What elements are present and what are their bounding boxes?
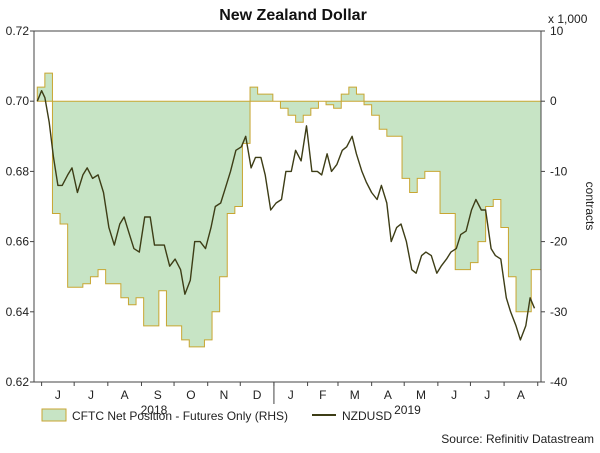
- x-axis-month-label: S: [154, 388, 162, 402]
- left-axis-tick-label: 0.62: [6, 375, 30, 389]
- x-axis-month-label: J: [288, 388, 294, 402]
- plot-frame: [33, 30, 542, 383]
- x-axis-month-label: J: [88, 388, 94, 402]
- legend-label-cftc: CFTC Net Position - Futures Only (RHS): [72, 409, 288, 423]
- legend-label-nzdusd: NZDUSD: [342, 409, 392, 423]
- x-axis-month-label: D: [253, 388, 262, 402]
- left-axis-tick-label: 0.64: [6, 305, 30, 319]
- right-axis-multiplier: x 1,000: [548, 12, 588, 26]
- right-axis-label: contracts: [583, 182, 597, 231]
- x-axis-month-label: N: [220, 388, 229, 402]
- left-axis-tick-label: 0.68: [6, 164, 30, 178]
- x-axis-month-label: A: [517, 388, 525, 402]
- x-axis-year-label: 2019: [394, 403, 421, 417]
- x-axis-month-label: J: [451, 388, 457, 402]
- right-axis-tick-label: -40: [550, 375, 568, 389]
- right-axis-tick-label: 0: [550, 94, 557, 108]
- nzdusd-line: [36, 89, 536, 341]
- chart-title: New Zealand Dollar: [219, 7, 367, 24]
- cftc-net-position-area: [36, 72, 542, 348]
- x-axis-month-label: M: [350, 388, 360, 402]
- left-axis-tick-label: 0.66: [6, 235, 30, 249]
- legend-swatch-cftc: [41, 408, 67, 422]
- x-axis-month-label: F: [319, 388, 326, 402]
- right-axis-tick-label: -20: [550, 235, 568, 249]
- x-axis-month-label: J: [484, 388, 490, 402]
- x-axis-month-label: M: [416, 388, 426, 402]
- plot-area: [36, 72, 542, 348]
- source-note: Source: Refinitiv Datastream: [441, 432, 594, 446]
- right-axis-tick-label: -30: [550, 305, 568, 319]
- left-axis-tick-label: 0.70: [6, 94, 30, 108]
- right-axis-tick-label: 10: [550, 24, 564, 38]
- x-axis-month-label: J: [55, 388, 61, 402]
- right-axis-tick-label: -10: [550, 164, 568, 178]
- x-axis-month-label: A: [384, 388, 392, 402]
- x-axis-year-label: 2018: [141, 403, 168, 417]
- axes: 0.62 0.64 0.66 0.68 0.70 0.72 -40 -30 -20 -10 0 10 J…: [6, 24, 568, 417]
- legend: CFTC Net Position - Futures Only (RHS) N…: [41, 408, 392, 423]
- x-axis-month-label: O: [186, 388, 195, 402]
- left-axis-tick-label: 0.72: [6, 24, 30, 38]
- x-axis-month-label: A: [121, 388, 129, 402]
